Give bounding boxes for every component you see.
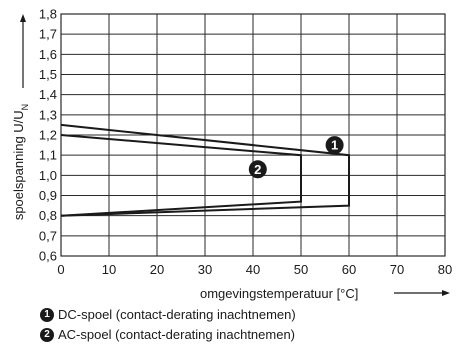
y-tick-label: 0,8 [39,208,57,223]
series-group [60,123,350,217]
marker-label-1: 1 [331,138,338,153]
marker-label-2: 2 [254,162,261,177]
grid [60,13,446,257]
y-tick-label: 0,6 [39,249,57,264]
x-axis-title: omgevingstemperatuur [°C] [200,286,358,301]
y-tick-label: 1,7 [39,27,57,42]
legend-marker-2: 2 [40,327,54,342]
x-tick-label: 50 [294,262,308,277]
y-tick-label: 1,3 [39,107,57,122]
marker-circle-2 [248,160,267,179]
x-tick-label: 70 [390,262,404,277]
x-tick-labels: 0 10 20 30 40 50 60 70 80 [57,262,452,277]
y-tick-label: 1,1 [39,148,57,163]
y-axis-title-group: spoelspanning U/UN [11,104,30,220]
y-tick-label: 1,0 [39,168,57,183]
markers-group: 12 [248,136,344,179]
y-axis-arrow-head [20,14,26,22]
y-tick-label: 1,6 [39,47,57,62]
y-tick-label: 1,4 [39,87,57,102]
x-tick-label: 60 [342,262,356,277]
y-axis-title: spoelspanning U/UN [11,104,30,220]
y-axis-title-main: spoelspanning U/U [11,110,26,220]
x-tick-label: 0 [57,262,64,277]
y-tick-labels: 0,6 0,7 0,8 0,9 1,0 1,1 1,2 1,3 1,4 1,5 1,6 1,7 1,8 [39,7,57,264]
legend-label-2: AC-spoel (contact-derating inachtnemen) [58,327,296,342]
x-tick-label: 80 [438,262,452,277]
x-tick-label: 10 [102,262,116,277]
marker-circle-1 [325,136,344,155]
y-tick-label: 0,7 [39,228,57,243]
x-tick-label: 40 [246,262,260,277]
x-tick-label: 20 [150,262,164,277]
x-tick-label: 30 [198,262,212,277]
series-line-1 [60,123,350,217]
legend-label-1: DC-spoel (contact-derating inachtnemen) [58,307,296,322]
y-tick-label: 1,2 [39,128,57,143]
legend-marker-1: 1 [40,307,54,322]
y-axis-title-sub: N [20,104,30,111]
legend-item-1: 1 DC-spoel (contact-derating inachtnemen… [40,307,296,322]
series-line-2 [60,134,302,217]
y-tick-label: 1,5 [39,67,57,82]
x-axis-arrow-head [442,290,450,296]
legend-item-2: 2 AC-spoel (contact-derating inachtnemen… [40,327,295,342]
y-tick-label: 1,8 [39,7,57,22]
y-tick-label: 0,9 [39,188,57,203]
